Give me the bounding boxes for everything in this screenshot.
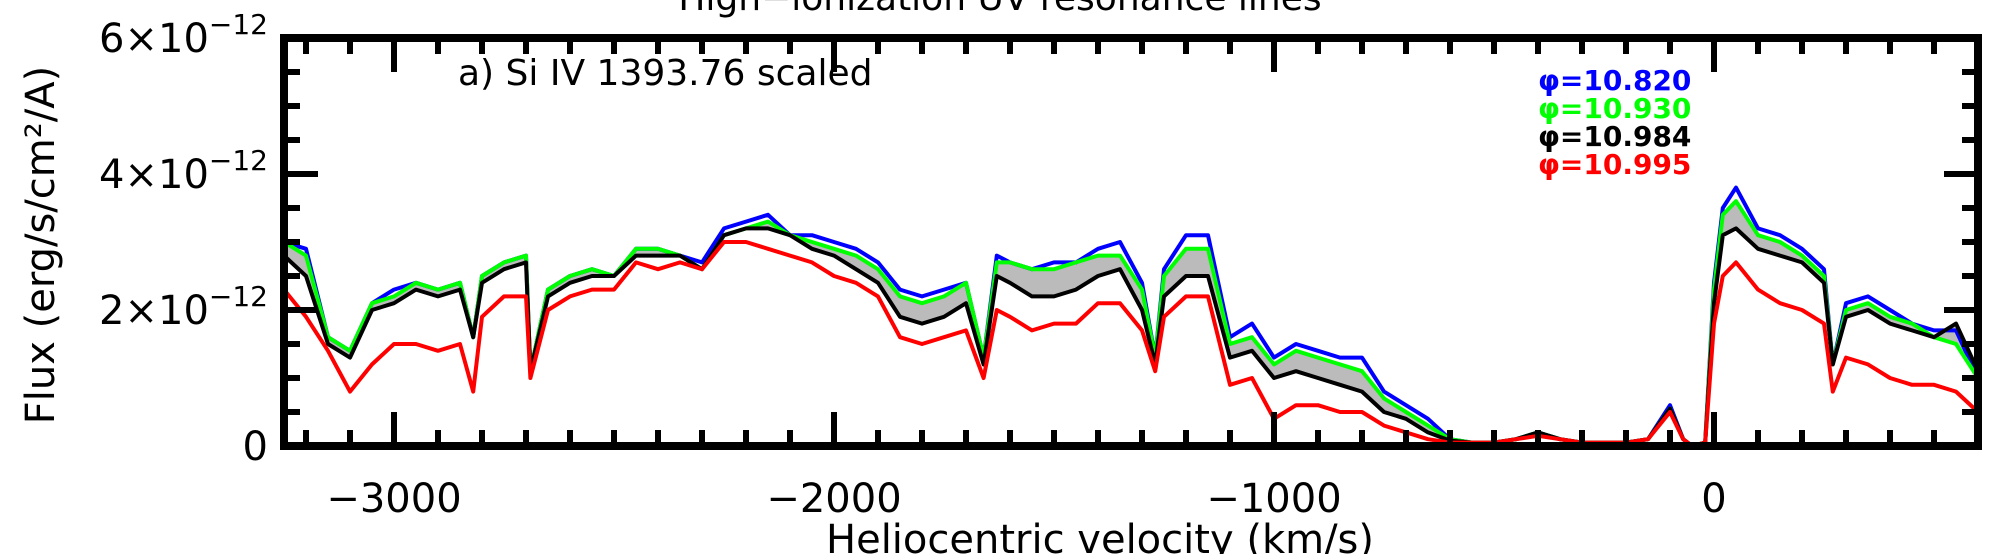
y-tick-label: 0 <box>243 424 268 470</box>
x-tick-label: −1000 <box>1206 476 1341 522</box>
legend-entry: φ=10.984 <box>1538 120 1691 153</box>
legend-entry: φ=10.995 <box>1538 148 1691 181</box>
x-tick-label: −2000 <box>766 476 901 522</box>
chart-title: High−ionization UV resonance lines <box>678 0 1321 19</box>
y-axis-label: Flux (erg/s/cm²/A) <box>18 66 64 424</box>
y-tick-label: 4×10−12 <box>99 144 268 198</box>
x-tick-label: −3000 <box>326 476 461 522</box>
legend-entry: φ=10.820 <box>1538 64 1691 97</box>
x-axis-label: Heliocentric velocity (km/s) <box>826 517 1374 554</box>
plot-area <box>284 185 1978 446</box>
legend-entry: φ=10.930 <box>1538 92 1691 125</box>
axis-ticks: −3000 −2000 −1000 0 0 2×10−12 4×10−12 6×10−12 <box>99 8 1981 522</box>
x-tick-label: 0 <box>1701 476 1726 522</box>
series-line-3 <box>284 240 1978 446</box>
panel-annotation: a) Si IV 1393.76 scaled <box>458 53 872 94</box>
y-tick-label: 2×10−12 <box>99 280 268 334</box>
y-tick-label: 6×10−12 <box>99 8 268 62</box>
